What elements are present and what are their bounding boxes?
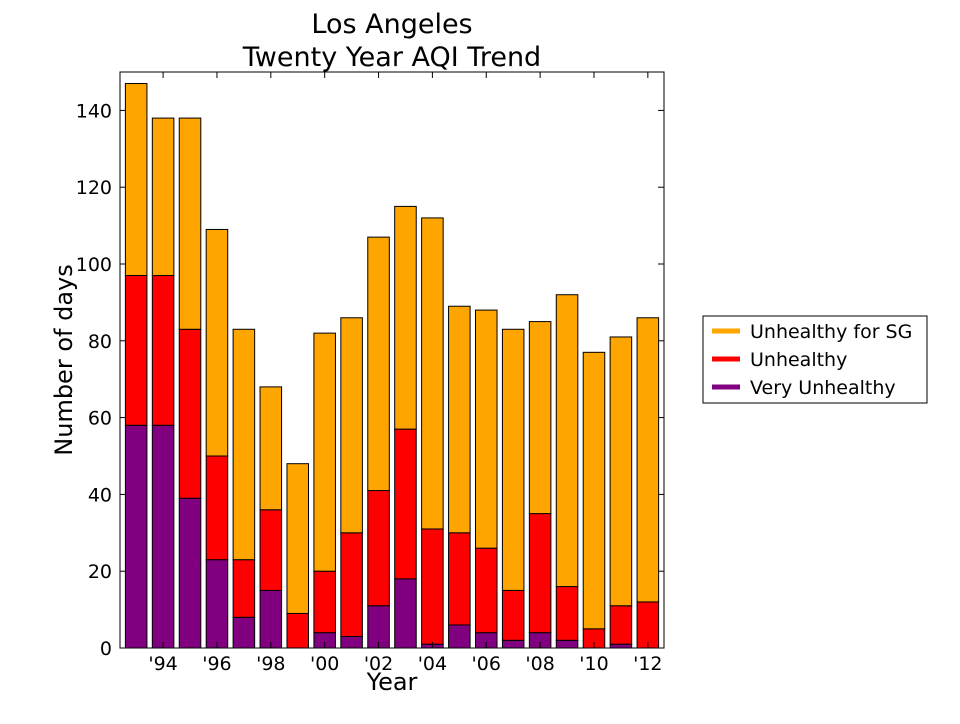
bar-unhealthy-2005 [448,532,471,626]
bar-unhealthy-for-sg-2003 [394,205,417,430]
x-tick-label: '02 [364,653,393,675]
bar-unhealthy-2009 [555,586,579,641]
bar-unhealthy-for-sg-1998 [259,386,283,511]
bar-very-unhealthy-1993 [124,424,148,649]
bar-unhealthy-for-sg-1995 [178,117,202,330]
x-tick-label: '04 [418,653,447,675]
bar-unhealthy-1994 [151,275,175,426]
bar-unhealthy-2004 [421,528,444,645]
bar-unhealthy-2007 [501,589,525,641]
y-tick-label: 140 [76,100,112,122]
y-tick-label: 40 [88,484,112,506]
bar-unhealthy-for-sg-2006 [474,309,498,549]
bar-unhealthy-2000 [313,570,336,634]
bar-unhealthy-for-sg-1996 [205,228,229,457]
bar-very-unhealthy-1994 [151,424,175,649]
bar-very-unhealthy-2009 [555,639,579,649]
bar-unhealthy-for-sg-2007 [501,328,525,591]
bar-unhealthy-1996 [205,455,229,561]
bar-unhealthy-for-sg-2000 [313,332,336,572]
y-tick-label: 60 [88,408,112,430]
bar-unhealthy-2012 [636,601,660,649]
bar-unhealthy-1995 [178,328,202,499]
bar-unhealthy-2002 [367,490,390,607]
bar-unhealthy-for-sg-1993 [124,83,148,277]
y-tick-label: 20 [88,561,112,583]
bar-unhealthy-2008 [528,513,552,634]
bar-unhealthy-1997 [232,559,256,618]
bar-unhealthy-for-sg-2009 [555,294,579,588]
bar-very-unhealthy-2003 [394,578,417,649]
x-tick-label: '10 [579,653,608,675]
bar-unhealthy-for-sg-1994 [151,117,175,277]
bar-very-unhealthy-2005 [448,624,471,649]
legend-label: Unhealthy for SG [750,321,912,343]
bar-unhealthy-for-sg-2012 [636,317,660,603]
bar-very-unhealthy-2011 [609,643,633,649]
bar-unhealthy-for-sg-1997 [232,328,256,561]
bar-very-unhealthy-2007 [501,639,525,649]
bar-unhealthy-1999 [286,612,310,649]
bar-unhealthy-2003 [394,428,417,580]
bar-very-unhealthy-1995 [178,497,202,649]
x-tick-label: '00 [310,653,339,675]
x-tick-label: '06 [472,653,501,675]
plot-frame [119,71,665,649]
bar-unhealthy-2006 [474,547,498,634]
x-tick-label: '08 [525,653,554,675]
y-tick-label: 120 [76,177,112,199]
bar-unhealthy-for-sg-2005 [448,305,471,534]
bar-very-unhealthy-2001 [340,635,363,649]
x-tick-label: '96 [202,653,231,675]
bar-unhealthy-1998 [259,509,283,591]
legend-label: Very Unhealthy [750,377,896,399]
bars-group [124,83,660,649]
bar-unhealthy-for-sg-2004 [421,217,444,530]
y-axis-label: Number of days [50,264,78,455]
x-axis-label: Year [366,668,418,696]
bar-very-unhealthy-2002 [367,605,390,649]
bar-very-unhealthy-1996 [205,559,229,649]
bar-unhealthy-for-sg-2011 [609,336,633,607]
bar-unhealthy-for-sg-2001 [340,317,363,534]
axis-ticks: 0 20 40 60 80 100 120 140 '94 '96 '98 '00 '02 '04 '06 '… [76,72,664,675]
bar-unhealthy-for-sg-1999 [286,463,310,614]
legend-frame [702,315,928,404]
bar-very-unhealthy-1997 [232,616,256,649]
bar-unhealthy-1993 [124,275,148,426]
bar-unhealthy-2011 [609,605,633,645]
legend: Unhealthy for SG Unhealthy Very Unhealthy [702,315,928,404]
x-tick-label: '12 [633,653,662,675]
bar-very-unhealthy-1998 [259,589,283,649]
y-tick-label: 80 [88,331,112,353]
bar-unhealthy-for-sg-2008 [528,321,552,515]
legend-label: Unhealthy [750,349,847,371]
chart-title-line1: Los Angeles [311,9,472,40]
x-tick-label: '98 [256,653,285,675]
x-tick-label: '94 [148,653,177,675]
y-tick-label: 0 [100,638,112,660]
chart-title-line2: Twenty Year AQI Trend [242,42,541,73]
bar-unhealthy-for-sg-2002 [367,236,390,492]
bar-unhealthy-2001 [340,532,363,637]
y-tick-label: 100 [76,254,112,276]
bar-unhealthy-for-sg-2010 [582,351,606,630]
